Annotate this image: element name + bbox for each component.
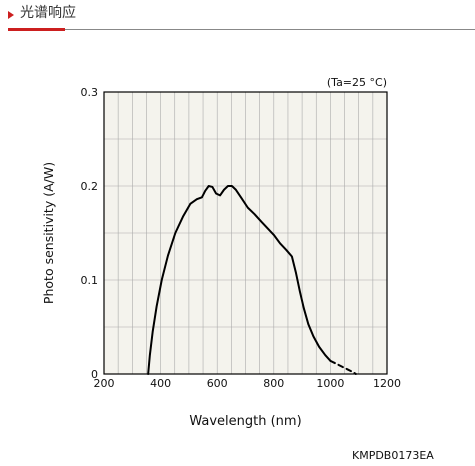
- figure-code: KMPDB0173EA: [352, 449, 434, 462]
- x-tick-label: 600: [207, 377, 228, 390]
- section-header: 光谱响应: [8, 3, 475, 31]
- x-tick-label: 400: [150, 377, 171, 390]
- temperature-annotation: (Ta=25 °C): [327, 76, 387, 89]
- y-tick-label: 0.1: [81, 274, 99, 287]
- y-tick-label: 0.3: [81, 86, 99, 99]
- x-tick-label: 800: [263, 377, 284, 390]
- header-accent-bar: [8, 28, 65, 31]
- x-axis-label: Wavelength (nm): [189, 414, 301, 429]
- section-title: 光谱响应: [20, 5, 76, 21]
- x-tick-label: 200: [94, 377, 115, 390]
- y-tick-labels: 0 0.1 0.2 0.3: [81, 86, 99, 381]
- triangle-marker-icon: [8, 11, 14, 19]
- sensitivity-curve: [147, 185, 332, 375]
- sensitivity-curve-dashed: [329, 359, 357, 375]
- x-tick-labels: 200 400 600 800 1000 1200: [94, 377, 402, 390]
- y-tick-label: 0: [91, 368, 98, 381]
- plot-frame: [103, 91, 388, 375]
- x-tick-label: 1000: [316, 377, 344, 390]
- y-axis-label: Photo sensitivity (A/W): [41, 162, 56, 304]
- y-tick-label: 0.2: [81, 180, 99, 193]
- header-divider: [8, 29, 475, 30]
- grid: [104, 92, 387, 374]
- series-layer: [147, 185, 357, 375]
- x-tick-label: 1200: [373, 377, 401, 390]
